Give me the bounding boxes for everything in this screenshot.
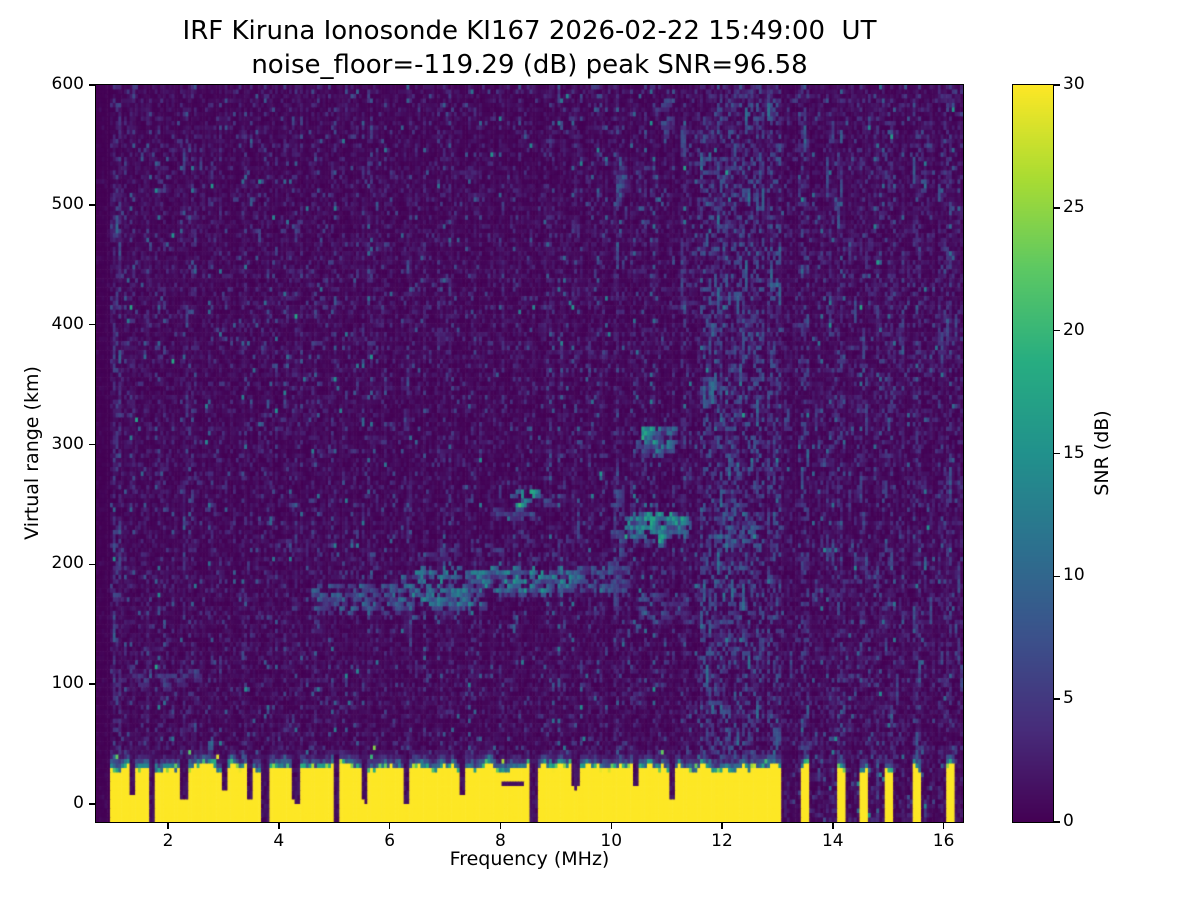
x-tick-label: 14 — [821, 831, 844, 851]
colorbar-tick-label: 20 — [1063, 319, 1085, 340]
x-tick-label: 4 — [273, 831, 285, 851]
chart-title-line1: IRF Kiruna Ionosonde KI167 2026-02-22 15… — [182, 16, 877, 46]
colorbar-tick-mark — [1054, 575, 1060, 578]
colorbar-tick-mark — [1054, 821, 1060, 823]
colorbar-tick-mark — [1054, 452, 1060, 455]
colorbar-tick-label: 0 — [1063, 811, 1074, 831]
x-tick-mark — [167, 823, 169, 829]
colorbar — [1012, 84, 1054, 823]
y-tick-label: 100 — [51, 673, 84, 694]
y-tick-label: 300 — [51, 433, 84, 454]
x-tick-mark — [610, 823, 612, 829]
y-tick-mark — [89, 803, 95, 805]
x-tick-mark — [278, 823, 280, 829]
x-tick-label: 16 — [932, 831, 955, 851]
y-tick-label: 0 — [73, 793, 84, 814]
x-tick-mark — [942, 823, 945, 829]
y-tick-mark — [89, 84, 95, 86]
x-tick-label: 12 — [711, 831, 733, 851]
x-tick-label: 8 — [494, 831, 506, 851]
colorbar-tick-mark — [1054, 329, 1060, 332]
y-tick-label: 500 — [51, 193, 84, 214]
y-tick-label: 200 — [51, 553, 84, 574]
y-tick-mark — [89, 323, 95, 326]
y-tick-mark — [89, 683, 95, 685]
colorbar-tick-label: 10 — [1063, 565, 1085, 586]
y-tick-mark — [89, 443, 95, 446]
y-tick-label: 400 — [51, 313, 84, 334]
x-axis-label: Frequency (MHz) — [449, 848, 610, 870]
y-tick-label: 600 — [51, 74, 84, 94]
x-tick-label: 10 — [600, 831, 623, 851]
colorbar-tick-label: 25 — [1063, 196, 1085, 217]
x-tick-mark — [721, 823, 723, 829]
colorbar-tick-label: 30 — [1063, 74, 1085, 94]
ionogram-heatmap — [95, 84, 964, 823]
colorbar-tick-mark — [1054, 698, 1060, 700]
chart-title-line2: noise_floor=-119.29 (dB) peak SNR=96.58 — [251, 50, 808, 80]
colorbar-tick-label: 5 — [1063, 688, 1074, 709]
colorbar-tick-mark — [1054, 207, 1060, 209]
colorbar-tick-label: 15 — [1063, 442, 1085, 463]
x-tick-label: 2 — [162, 831, 174, 851]
y-tick-mark — [89, 204, 95, 206]
x-tick-mark — [388, 823, 391, 829]
x-tick-mark — [832, 823, 834, 829]
x-tick-mark — [499, 823, 502, 829]
y-tick-mark — [89, 563, 95, 566]
x-tick-label: 6 — [384, 831, 396, 851]
colorbar-tick-mark — [1054, 84, 1060, 86]
